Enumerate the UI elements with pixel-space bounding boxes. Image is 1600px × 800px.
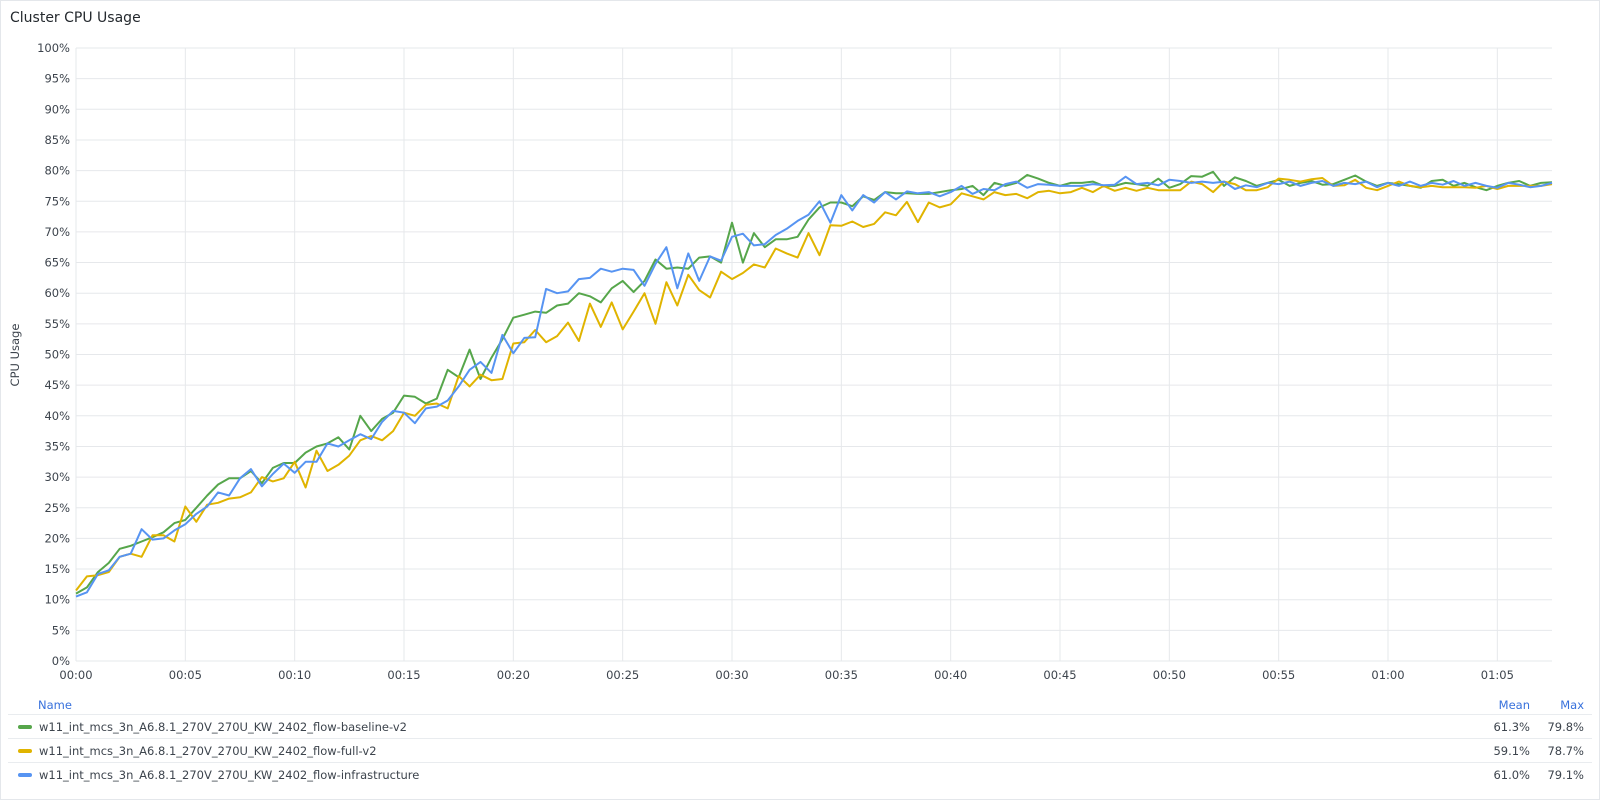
legend-max-header[interactable]: Max xyxy=(1560,698,1584,712)
y-tick-label: 25% xyxy=(44,501,70,515)
legend-series-max: 78.7% xyxy=(1547,743,1584,758)
y-axis-ticks: 0% 5% 10% 15% 20% 25% 30% 35% 40% 45% 50% 55% 60% 65%… xyxy=(37,41,70,668)
y-tick-label: 15% xyxy=(44,562,70,576)
legend-row[interactable]: w11_int_mcs_3n_A6.8.1_270V_270U_KW_2402_… xyxy=(8,762,1592,786)
chart-grid xyxy=(75,47,1552,662)
y-tick-label: 0% xyxy=(52,654,70,668)
y-tick-label: 40% xyxy=(44,409,70,423)
chart-series[interactable] xyxy=(75,170,1553,598)
legend-row[interactable]: w11_int_mcs_3n_A6.8.1_270V_270U_KW_2402_… xyxy=(8,714,1592,738)
y-tick-label: 55% xyxy=(44,317,70,331)
series-line[interactable] xyxy=(75,170,1553,595)
legend-mean-header[interactable]: Mean xyxy=(1498,698,1530,712)
y-tick-label: 85% xyxy=(44,133,70,147)
x-axis-ticks: 00:00 00:05 00:10 00:15 00:20 00:25 00:30 00:35… xyxy=(59,668,1513,682)
x-tick-label: 00:20 xyxy=(497,668,530,682)
y-tick-label: 50% xyxy=(44,348,70,362)
panel-title[interactable]: Cluster CPU Usage xyxy=(10,10,141,26)
x-tick-label: 00:55 xyxy=(1262,668,1295,682)
series-color-swatch xyxy=(18,772,32,777)
y-tick-label: 70% xyxy=(44,225,70,239)
series-line[interactable] xyxy=(75,175,1553,598)
legend-series-max: 79.1% xyxy=(1547,767,1584,782)
x-tick-label: 01:00 xyxy=(1371,668,1404,682)
x-tick-label: 00:25 xyxy=(606,668,639,682)
y-tick-label: 75% xyxy=(44,194,70,208)
y-tick-label: 5% xyxy=(52,623,70,637)
y-tick-label: 80% xyxy=(44,164,70,178)
y-tick-label: 60% xyxy=(44,286,70,300)
y-tick-label: 20% xyxy=(44,531,70,545)
legend-series-mean: 61.0% xyxy=(1493,767,1530,782)
legend-series-max: 79.8% xyxy=(1547,719,1584,734)
x-tick-label: 00:50 xyxy=(1153,668,1186,682)
series-color-swatch xyxy=(18,724,32,729)
series-color-swatch xyxy=(18,748,32,753)
y-tick-label: 65% xyxy=(44,256,70,270)
x-tick-label: 00:30 xyxy=(715,668,748,682)
x-tick-label: 00:35 xyxy=(825,668,858,682)
y-tick-label: 90% xyxy=(44,102,70,116)
x-tick-label: 00:00 xyxy=(59,668,92,682)
x-tick-label: 00:40 xyxy=(934,668,967,682)
x-tick-label: 00:45 xyxy=(1043,668,1076,682)
y-tick-label: 100% xyxy=(37,41,70,55)
legend-row[interactable]: w11_int_mcs_3n_A6.8.1_270V_270U_KW_2402_… xyxy=(8,738,1592,762)
legend-header: Name Mean Max xyxy=(8,696,1592,714)
y-tick-label: 45% xyxy=(44,378,70,392)
legend-series-name[interactable]: w11_int_mcs_3n_A6.8.1_270V_270U_KW_2402_… xyxy=(39,743,377,758)
y-tick-label: 35% xyxy=(44,439,70,453)
y-tick-label: 95% xyxy=(44,72,70,86)
x-tick-label: 00:05 xyxy=(169,668,202,682)
legend-series-name[interactable]: w11_int_mcs_3n_A6.8.1_270V_270U_KW_2402_… xyxy=(39,719,407,734)
legend-series-mean: 59.1% xyxy=(1493,743,1530,758)
x-tick-label: 00:15 xyxy=(387,668,420,682)
cpu-usage-chart[interactable]: 0% 5% 10% 15% 20% 25% 30% 35% 40% 45% 50% 55% 60% 65%… xyxy=(0,0,1600,690)
series-line[interactable] xyxy=(75,177,1553,592)
y-axis-label: CPU Usage xyxy=(8,324,22,387)
legend-series-mean: 61.3% xyxy=(1493,719,1530,734)
y-tick-label: 10% xyxy=(44,593,70,607)
x-tick-label: 01:05 xyxy=(1481,668,1514,682)
x-tick-label: 00:10 xyxy=(278,668,311,682)
y-tick-label: 30% xyxy=(44,470,70,484)
legend-series-name[interactable]: w11_int_mcs_3n_A6.8.1_270V_270U_KW_2402_… xyxy=(39,767,420,782)
legend-table: Name Mean Max w11_int_mcs_3n_A6.8.1_270V… xyxy=(8,696,1592,786)
legend-name-header[interactable]: Name xyxy=(38,698,72,712)
